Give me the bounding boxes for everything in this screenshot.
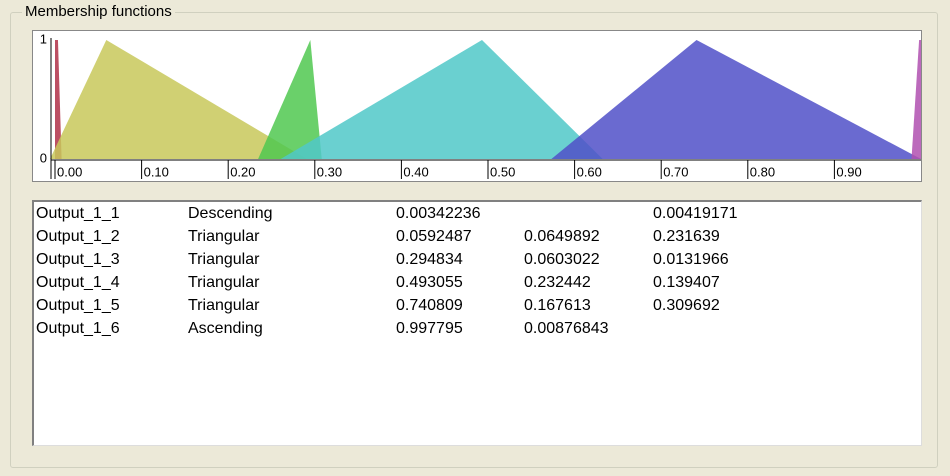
row-shape: Descending xyxy=(188,205,273,222)
param: 0.309692 xyxy=(653,297,720,314)
x-tick-label: 0.40 xyxy=(403,164,428,179)
x-tick-label: 0.50 xyxy=(490,164,515,179)
param: 0.294834 xyxy=(396,251,463,268)
membership-shape xyxy=(551,40,921,159)
membership-shape xyxy=(258,40,322,159)
param: 0.740809 xyxy=(396,297,463,314)
param: 0.167613 xyxy=(524,297,591,314)
param: 0.0649892 xyxy=(524,228,600,245)
param: 0.139407 xyxy=(653,274,720,291)
x-tick-label: 0.00 xyxy=(57,164,82,179)
param: 0.0131966 xyxy=(653,251,729,268)
row-name: Output_1_3 xyxy=(36,251,120,268)
y-tick-label: 0 xyxy=(40,150,47,165)
row-name: Output_1_1 xyxy=(36,205,120,222)
row-name: Output_1_4 xyxy=(36,274,120,291)
row-name: Output_1_6 xyxy=(36,320,120,337)
membership-shape xyxy=(55,40,62,159)
param: 0.493055 xyxy=(396,274,463,291)
chart-panel: 0 1 0.00 0.10 0.20 0.30 0.40 0.50 0.60 0.70 0.80 0.… xyxy=(32,30,922,182)
y-tick-label: 1 xyxy=(40,31,47,46)
param: 0.231639 xyxy=(653,228,720,245)
membership-shape xyxy=(280,40,603,159)
row-name: Output_1_2 xyxy=(36,228,120,245)
chart: 0 1 0.00 0.10 0.20 0.30 0.40 0.50 0.60 0.70 0.80 0.… xyxy=(40,31,921,179)
param: 0.00876843 xyxy=(524,320,609,337)
x-tick-label: 0.90 xyxy=(836,164,861,179)
row-name: Output_1_5 xyxy=(36,297,120,314)
table: Output_1_1 Descending 0.00342236 0.00419171… xyxy=(32,200,922,446)
row-shape: Triangular xyxy=(188,297,260,314)
x-tick-label: 0.60 xyxy=(577,164,602,179)
group-box xyxy=(10,12,938,468)
membership-shape xyxy=(50,40,307,159)
membership-shape xyxy=(911,40,921,159)
x-tick-label: 0.10 xyxy=(144,164,169,179)
group-title: Membership functions xyxy=(22,3,175,20)
x-tick-label: 0.30 xyxy=(317,164,342,179)
row-shape: Triangular xyxy=(188,228,260,245)
x-tick-label: 0.20 xyxy=(230,164,255,179)
row-shape: Triangular xyxy=(188,274,260,291)
row-shape: Triangular xyxy=(188,251,260,268)
row-shape: Ascending xyxy=(188,320,263,337)
param: 0.997795 xyxy=(396,320,463,337)
x-tick-label: 0.80 xyxy=(750,164,775,179)
param: 0.00342236 xyxy=(396,205,481,222)
param: 0.0592487 xyxy=(396,228,472,245)
param: 0.0603022 xyxy=(524,251,600,268)
param: 0.00419171 xyxy=(653,205,738,222)
param: 0.232442 xyxy=(524,274,591,291)
x-tick-label: 0.70 xyxy=(663,164,688,179)
